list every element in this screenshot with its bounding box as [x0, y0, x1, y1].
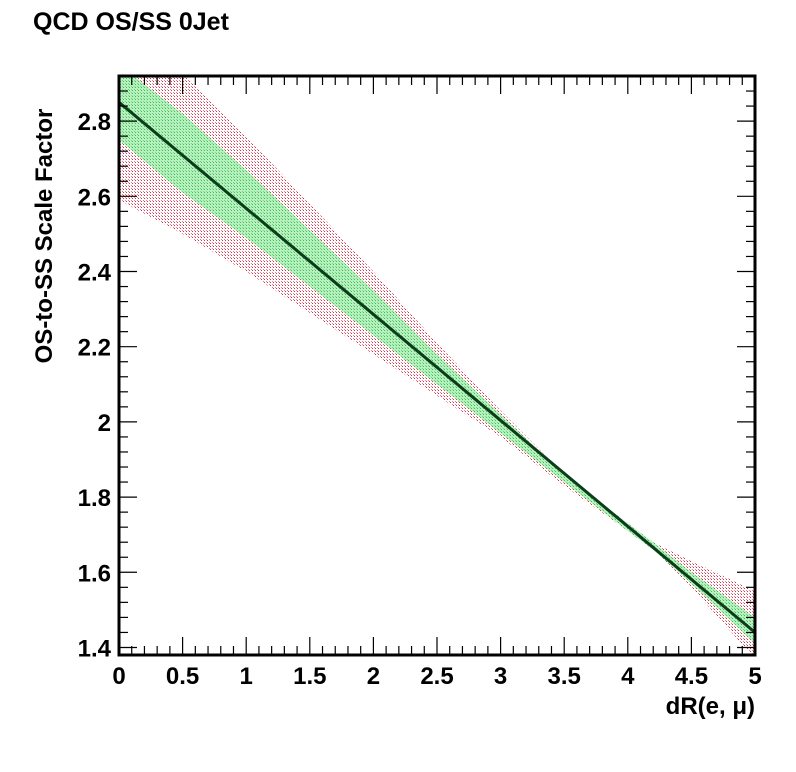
x-tick-label: 1	[240, 663, 253, 690]
y-tick-label: 2.2	[78, 335, 111, 362]
x-tick-label: 1.5	[293, 663, 326, 690]
y-tick-label: 1.4	[78, 635, 112, 662]
y-tick-label: 2.8	[78, 109, 111, 136]
x-tick-label: 0	[112, 663, 125, 690]
y-tick-label: 1.8	[78, 485, 111, 512]
y-tick-label: 2.6	[78, 184, 111, 211]
x-tick-label: 3.5	[548, 663, 581, 690]
tick-labels: 0 0.5 1 1.5 2 2.5 3 3.5 4 4.5 5 1.4 1.6 1.8 2 2.2 2.4 2.6…	[78, 109, 762, 690]
x-tick-label: 2	[367, 663, 380, 690]
y-axis-label: OS-to-SS Scale Factor	[31, 109, 58, 364]
plot-frame	[117, 74, 757, 657]
x-tick-label: 3	[494, 663, 507, 690]
x-axis-label: dR(e, μ)	[666, 693, 755, 720]
x-tick-label: 2.5	[420, 663, 453, 690]
y-tick-label: 2.4	[78, 260, 112, 287]
x-tick-label: 5	[748, 663, 761, 690]
x-tick-label: 4	[621, 663, 635, 690]
y-tick-label: 2	[98, 410, 111, 437]
central-fit-line	[119, 101, 755, 634]
y-tick-label: 1.6	[78, 560, 111, 587]
plot-area	[119, 76, 755, 655]
x-tick-label: 0.5	[166, 663, 199, 690]
x-tick-label: 4.5	[675, 663, 708, 690]
chart-title: QCD OS/SS 0Jet	[33, 8, 229, 36]
fit-lines	[119, 101, 755, 634]
